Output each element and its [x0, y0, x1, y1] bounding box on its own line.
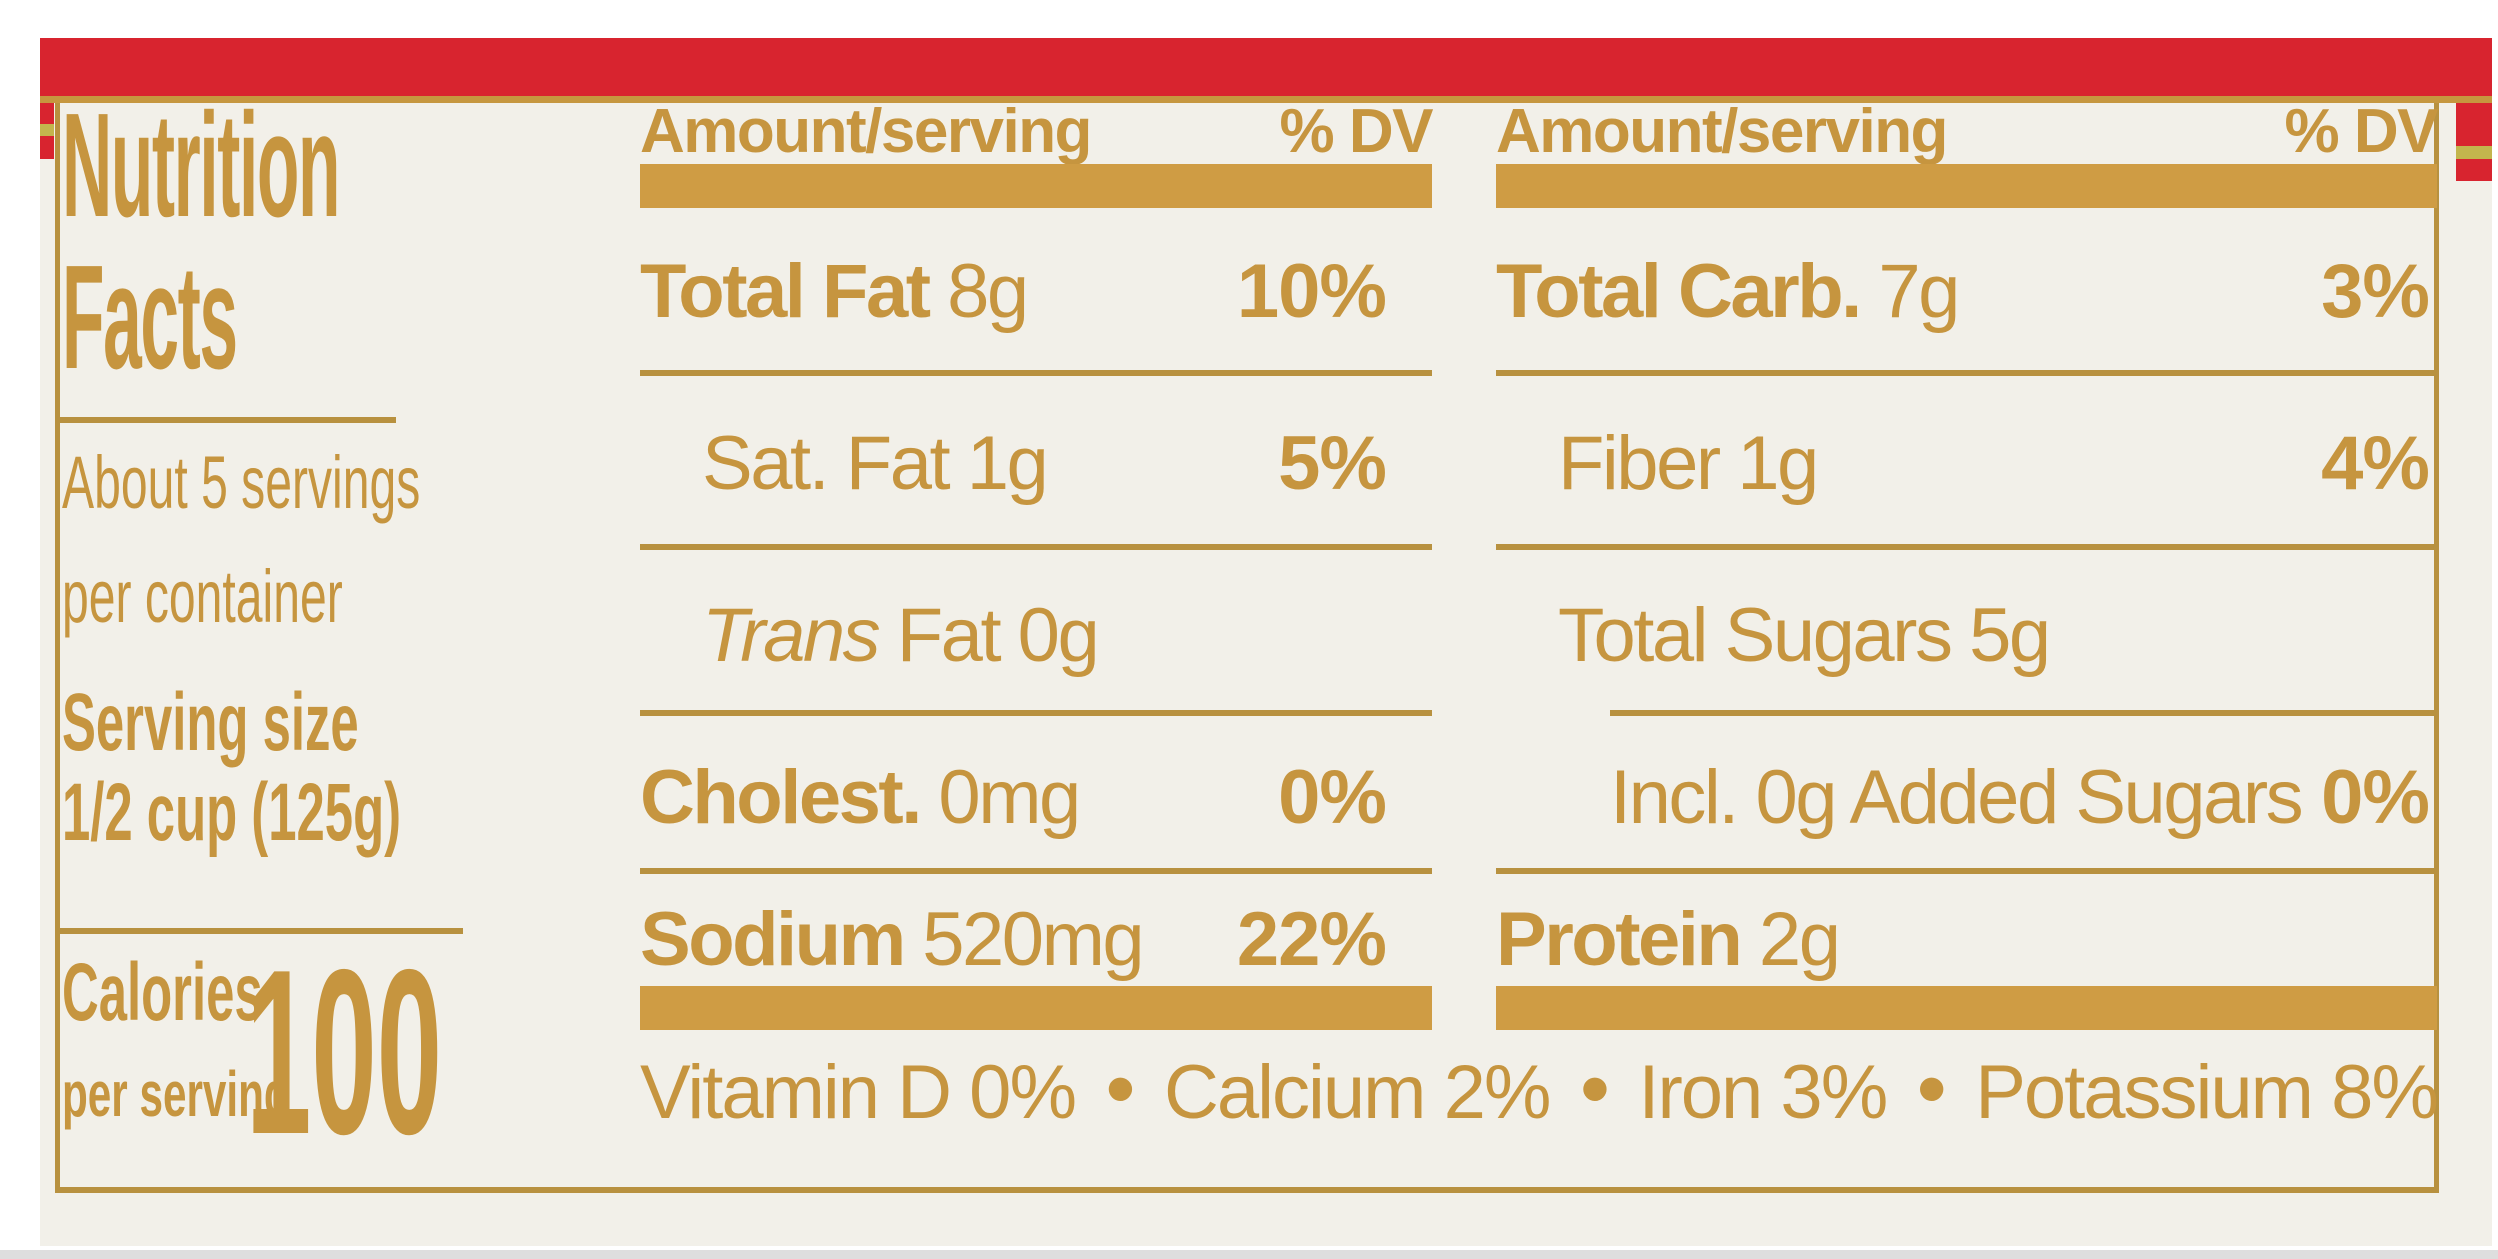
column-header: Amount/serving % DV [640, 96, 1434, 167]
calories-label: Calories [62, 947, 263, 1038]
servings-per-container-line2: per container [62, 555, 343, 638]
row-divider [640, 868, 1432, 874]
serving-size-label: Serving size [62, 677, 359, 768]
amount-serving-header: Amount/serving [1496, 97, 1948, 166]
potassium-item: Potassium 8% [1975, 1050, 2439, 1135]
calcium-item: Calcium 2% [1163, 1050, 1551, 1135]
title-line-1: Nutrition [62, 83, 340, 248]
header-bar [1496, 164, 2437, 208]
calories-value: 100 [246, 920, 443, 1183]
row-divider [640, 710, 1432, 716]
calories-divider [58, 928, 463, 934]
row-total-fat: Total Fat 8g 10% [640, 249, 1387, 334]
row-divider-indented [1610, 710, 2437, 716]
olive-dash-right [2456, 146, 2492, 159]
row-total-carb: Total Carb. 7g 3% [1496, 249, 2430, 334]
red-top-band [40, 38, 2492, 96]
row-trans-fat: Trans Fat 0g [702, 593, 1100, 678]
olive-dash-left [40, 124, 54, 136]
title-line-2: Facts [62, 235, 238, 400]
label-background [40, 38, 2492, 1246]
row-divider [640, 544, 1432, 550]
nutrient-column-right: Amount/serving % DV Total Carb. 7g 3% Fi… [1496, 0, 2439, 1259]
gold-top-rule [40, 96, 2492, 103]
iron-item: Iron 3% [1638, 1050, 1888, 1135]
micronutrients-row: Vitamin D 0% • Calcium 2% • Iron 3% • Po… [640, 1046, 2439, 1136]
row-cholesterol: Cholest. 0mg 0% [640, 755, 1387, 840]
row-sodium: Sodium 520mg 22% [640, 897, 1387, 982]
row-fiber: Fiber 1g 4% [1558, 421, 2430, 506]
row-divider [640, 370, 1432, 376]
row-protein: Protein 2g [1496, 897, 1841, 982]
calories-per-serving-label: per serving [62, 1058, 290, 1130]
photo-bottom-edge [0, 1250, 2498, 1259]
bullet-dot-icon: • [1579, 1041, 1610, 1137]
row-divider [1496, 544, 2437, 550]
panel-border-bottom [55, 1187, 2439, 1193]
row-divider [1496, 370, 2437, 376]
panel-title: Nutrition Facts [62, 90, 652, 394]
column-header: Amount/serving % DV [1496, 96, 2439, 167]
panel-border-left [55, 103, 60, 1187]
servings-per-container-line1: About 5 servings [62, 441, 421, 524]
percent-dv-header: % DV [1279, 97, 1434, 166]
footer-bar [640, 986, 1432, 1030]
percent-dv-header: % DV [2284, 97, 2439, 166]
row-added-sugars: Incl. 0g Added Sugars 0% [1610, 755, 2430, 840]
panel-border-right [2434, 103, 2439, 1187]
nutrient-column-left: Amount/serving % DV Total Fat 8g 10% Sat… [640, 0, 1434, 1259]
bullet-dot-icon: • [1916, 1041, 1947, 1137]
vitamin-d-item: Vitamin D 0% [640, 1050, 1077, 1135]
serving-size-value: 1/2 cup (125g) [62, 767, 402, 858]
row-total-sugars: Total Sugars 5g [1558, 593, 2051, 678]
row-sat-fat: Sat. Fat 1g 5% [702, 421, 1387, 506]
row-divider [1496, 868, 2437, 874]
header-bar [640, 164, 1432, 208]
footer-bar [1496, 986, 2437, 1030]
bullet-dot-icon: • [1105, 1041, 1135, 1137]
amount-serving-header: Amount/serving [640, 97, 1092, 166]
red-right-edge [2456, 103, 2492, 181]
title-divider [58, 417, 396, 423]
